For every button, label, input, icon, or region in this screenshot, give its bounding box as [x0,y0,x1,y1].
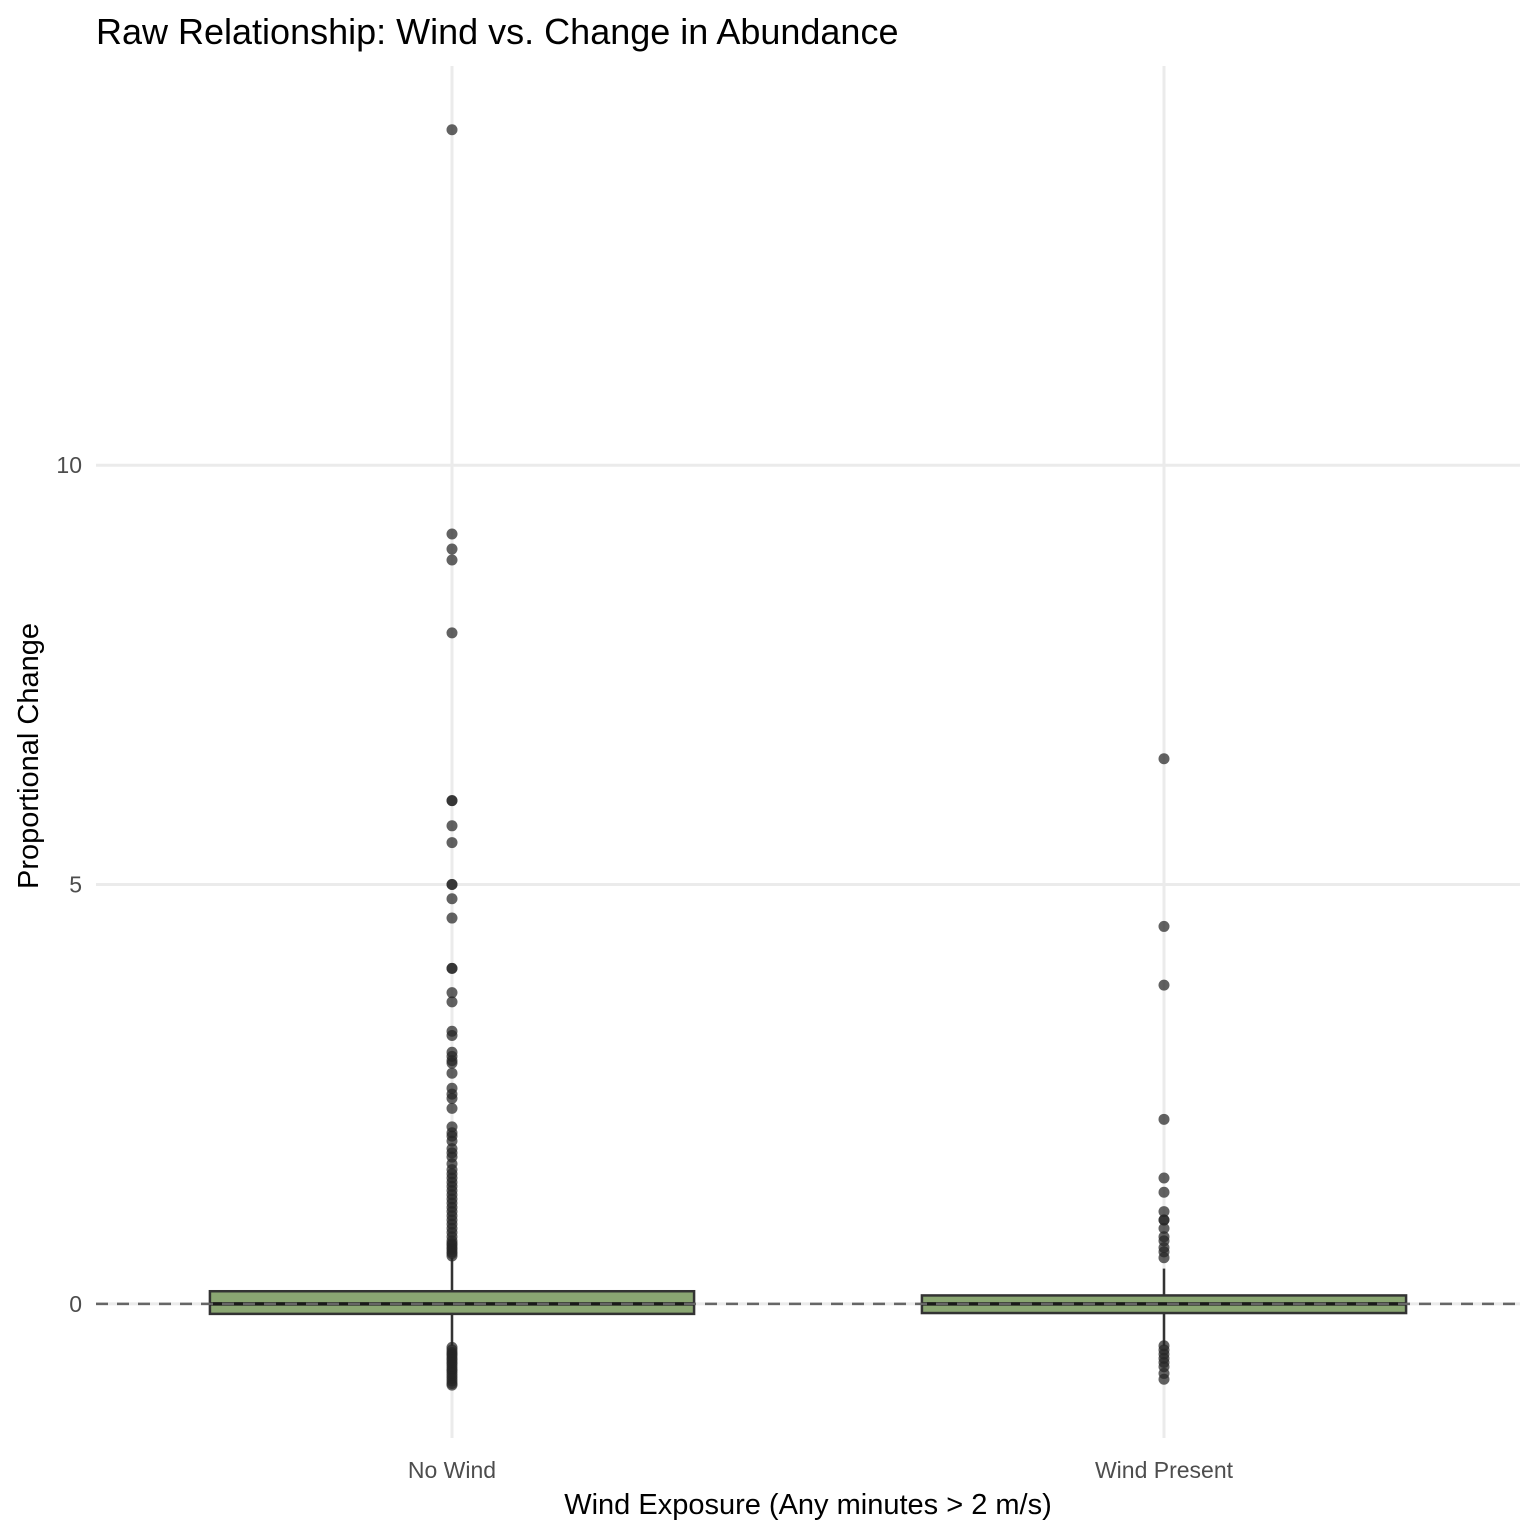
outlier-point [446,1057,458,1069]
outlier-point [1158,1206,1170,1218]
outlier-point [1158,1186,1170,1198]
outlier-point [446,627,458,639]
outlier-point [446,893,458,905]
outlier-point [446,554,458,566]
outlier-point [1158,1172,1170,1184]
outlier-point [446,1379,458,1391]
outlier-point [446,1250,458,1262]
outlier-point [446,1067,458,1079]
outlier-point [1158,1373,1170,1385]
outlier-point [1158,753,1170,765]
outlier-point [446,543,458,555]
y-tick-label: 10 [56,452,82,478]
outlier-point [446,1029,458,1041]
outlier-point [446,1092,458,1104]
outlier-point [446,820,458,832]
outlier-point [1158,1252,1170,1264]
x-axis-label: Wind Exposure (Any minutes > 2 m/s) [564,1489,1052,1521]
outlier-point [446,912,458,924]
y-tick-label: 5 [69,872,82,898]
outlier-point [1158,1113,1170,1125]
chart-title: Raw Relationship: Wind vs. Change in Abu… [96,11,898,52]
outlier-point [446,1135,458,1147]
outlier-point [1158,979,1170,991]
tick-label-layer: 0 5 10 No Wind Wind Present [56,452,1233,1483]
y-axis-label: Proportional Change [13,623,45,889]
outlier-layer [446,124,1170,1391]
outlier-point [446,879,458,891]
outlier-point [446,528,458,540]
grid-layer [96,66,1520,1438]
outlier-point [446,962,458,974]
x-tick-label: No Wind [408,1457,496,1483]
outlier-point [446,837,458,849]
outlier-point [446,795,458,807]
outlier-point [446,987,458,999]
x-tick-label: Wind Present [1095,1457,1234,1483]
outlier-point [446,996,458,1008]
outlier-point [446,1102,458,1114]
outlier-point [446,124,458,136]
box-layer [208,1257,1408,1346]
outlier-point [1158,1214,1170,1226]
outlier-point [1158,1222,1170,1234]
y-tick-label: 0 [69,1291,82,1317]
outlier-point [1158,920,1170,932]
